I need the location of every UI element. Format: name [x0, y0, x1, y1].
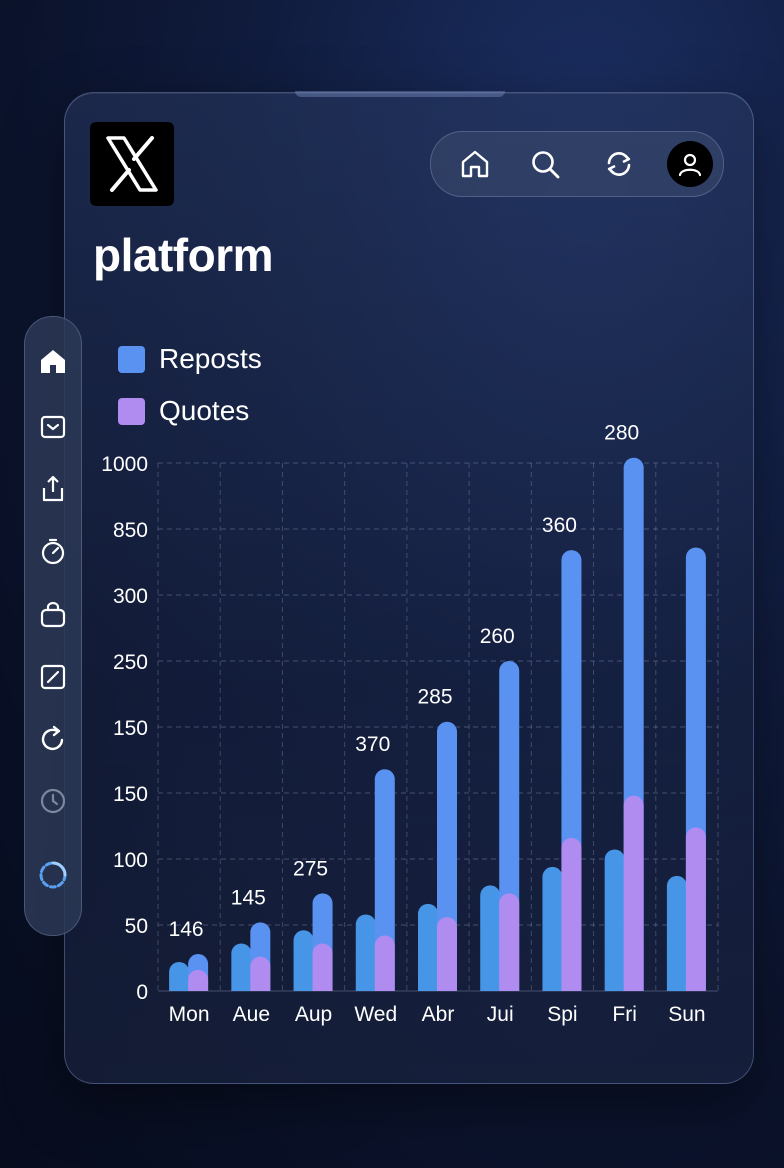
- loading-icon: [37, 859, 69, 891]
- home-icon[interactable]: [37, 345, 69, 377]
- x-tick-label: Spi: [547, 1003, 577, 1026]
- bar-quotes: [312, 943, 333, 991]
- bar-quotes: [623, 795, 644, 991]
- bar-background: [480, 885, 501, 991]
- legend-label-quotes: Quotes: [159, 395, 250, 426]
- bar-background: [542, 866, 563, 991]
- data-label: 370: [355, 733, 390, 756]
- data-label: 280: [604, 422, 639, 445]
- y-tick-label: 1000: [101, 453, 148, 476]
- x-tick-label: Mon: [169, 1003, 210, 1026]
- bar-background: [604, 849, 625, 991]
- y-tick-label: 850: [113, 519, 148, 542]
- bag-icon[interactable]: [37, 599, 69, 631]
- x-logo[interactable]: [90, 122, 174, 206]
- y-tick-label: 150: [113, 717, 148, 740]
- y-tick-label: 100: [113, 849, 148, 872]
- data-label: 146: [169, 918, 204, 941]
- bar-background: [418, 903, 438, 991]
- clock-icon[interactable]: [37, 785, 69, 817]
- x-logo-icon: [106, 136, 158, 192]
- inbox-icon[interactable]: [37, 411, 69, 443]
- x-tick-label: Fri: [612, 1003, 637, 1026]
- y-tick-label: 0: [136, 981, 148, 1004]
- repost-icon[interactable]: [599, 144, 639, 184]
- bar-quotes: [685, 827, 706, 991]
- x-tick-label: Aup: [295, 1003, 332, 1026]
- sidebar: [24, 316, 82, 936]
- data-label: 260: [480, 625, 515, 648]
- bar-quotes: [250, 956, 271, 991]
- bar-background: [231, 943, 252, 991]
- card-notch: [295, 91, 505, 97]
- refresh-icon[interactable]: [37, 723, 69, 755]
- bar-quotes: [374, 935, 395, 991]
- y-tick-label: 250: [113, 651, 148, 674]
- bar-quotes: [188, 969, 209, 991]
- legend-swatch-reposts: [118, 345, 145, 373]
- bar-quotes: [437, 917, 457, 991]
- profile-icon[interactable]: [667, 141, 713, 187]
- legend-reposts: Reposts: [118, 343, 262, 374]
- legend-quotes: Quotes: [118, 395, 250, 426]
- page-title: platform: [93, 229, 274, 281]
- data-label: 145: [231, 886, 266, 909]
- bar-background: [293, 930, 314, 991]
- data-label: 275: [293, 857, 328, 880]
- data-label: 285: [417, 686, 452, 709]
- timer-icon[interactable]: [37, 535, 69, 567]
- edit-icon[interactable]: [37, 661, 69, 693]
- bar-reposts: [374, 769, 395, 991]
- x-tick-label: Sun: [668, 1003, 705, 1026]
- data-label: 360: [542, 514, 577, 537]
- share-icon[interactable]: [37, 473, 69, 505]
- x-tick-label: Jui: [487, 1003, 514, 1026]
- bar-quotes: [561, 837, 582, 991]
- bar-background: [666, 875, 687, 991]
- bar-background: [169, 961, 190, 991]
- x-tick-label: Aue: [233, 1003, 270, 1026]
- search-icon[interactable]: [525, 144, 565, 184]
- top-nav: [430, 131, 724, 197]
- x-tick-label: Wed: [354, 1003, 397, 1026]
- legend-swatch-quotes: [118, 397, 145, 425]
- x-tick-label: Abr: [422, 1003, 455, 1026]
- legend-label-reposts: Reposts: [159, 343, 262, 374]
- y-tick-label: 50: [125, 915, 148, 938]
- y-tick-label: 300: [113, 585, 148, 608]
- y-tick-label: 150: [113, 783, 148, 806]
- home-icon[interactable]: [455, 144, 495, 184]
- bar-quotes: [499, 893, 520, 991]
- bar-background: [355, 914, 376, 991]
